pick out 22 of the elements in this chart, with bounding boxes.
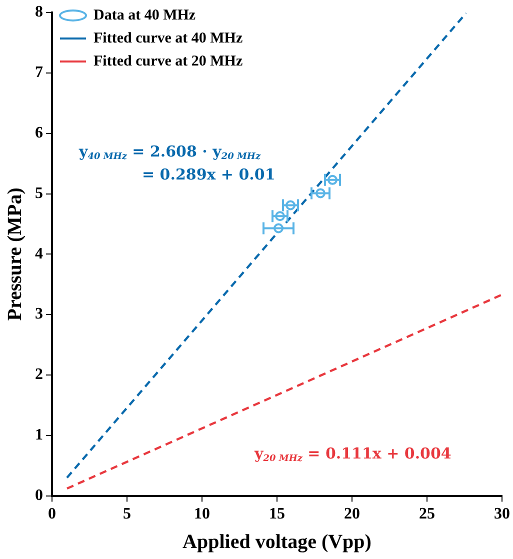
x-tick-label: 30	[494, 506, 510, 523]
y-tick-label: 1	[35, 426, 43, 444]
y-tick-label: 5	[35, 184, 43, 202]
y-tick-label: 3	[35, 306, 43, 323]
x-tick-label: 15	[269, 506, 285, 523]
y-tick-label: 6	[35, 124, 43, 142]
legend-label: Fitted curve at 40 MHz	[94, 30, 243, 46]
legend-label: Data at 40 MHz	[94, 7, 196, 24]
y-tick-label: 8	[35, 4, 43, 21]
x-tick-label: 5	[123, 506, 131, 523]
y-tick-label: 0	[35, 486, 43, 504]
legend-label: Fitted curve at 20 MHz	[94, 53, 243, 70]
x-tick-label: 10	[194, 506, 210, 523]
y-axis-title: Pressure (MPa)	[4, 188, 26, 321]
y-tick-label: 2	[35, 366, 43, 384]
x-tick-label: 0	[48, 506, 56, 523]
x-tick-label: 25	[419, 506, 435, 523]
y-tick-label: 7	[35, 64, 43, 82]
y-tick-label: 4	[35, 245, 43, 262]
x-axis-title: Applied voltage (Vpp)	[182, 531, 372, 554]
x-tick-label: 20	[344, 506, 360, 523]
annotation: = 0.289x + 0.01	[142, 165, 276, 184]
